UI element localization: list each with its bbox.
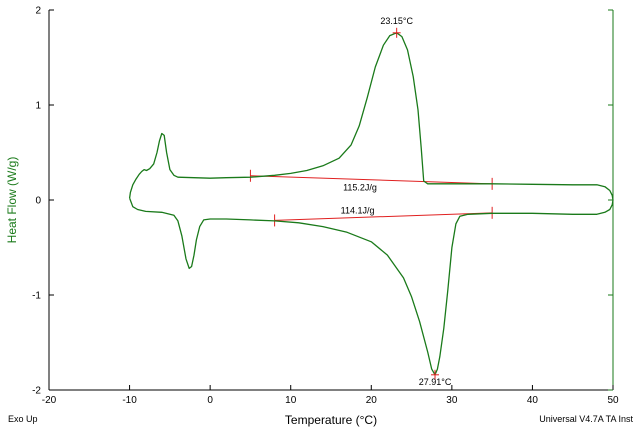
- instrument-note: Universal V4.7A TA Inst: [539, 414, 633, 424]
- x-tick-label: -10: [122, 395, 137, 406]
- x-tick-label: 30: [446, 395, 458, 406]
- heat-flow-curve: [128, 32, 614, 376]
- x-tick-label: -20: [42, 395, 57, 406]
- y-tick-label: -1: [32, 291, 41, 302]
- x-tick-label: 0: [207, 395, 213, 406]
- x-tick-label: 10: [285, 395, 297, 406]
- y-tick-label: 0: [35, 196, 41, 207]
- integration-baseline: [250, 175, 493, 185]
- annotation-label: 115.2J/g: [343, 183, 377, 193]
- annotation-label: 114.1J/g: [341, 205, 375, 215]
- x-axis-label: Temperature (°C): [285, 413, 377, 427]
- y-axis-label: Heat Flow (W/g): [5, 157, 19, 244]
- y-tick-label: -2: [32, 386, 41, 397]
- chart-marks: 23.15°C 115.2J/g 114.1J/g 27.91°C: [128, 16, 614, 387]
- x-tick-label: 40: [527, 395, 539, 406]
- exo-up-note: Exo Up: [8, 414, 38, 424]
- annotation-label: 27.91°C: [419, 377, 452, 387]
- annotation-label: 23.15°C: [380, 16, 413, 26]
- x-tick-label: 50: [607, 395, 619, 406]
- y-tick-label: 1: [35, 101, 41, 112]
- x-tick-label: 20: [366, 395, 378, 406]
- integration-baseline: [274, 212, 493, 221]
- y-tick-label: 2: [35, 6, 41, 17]
